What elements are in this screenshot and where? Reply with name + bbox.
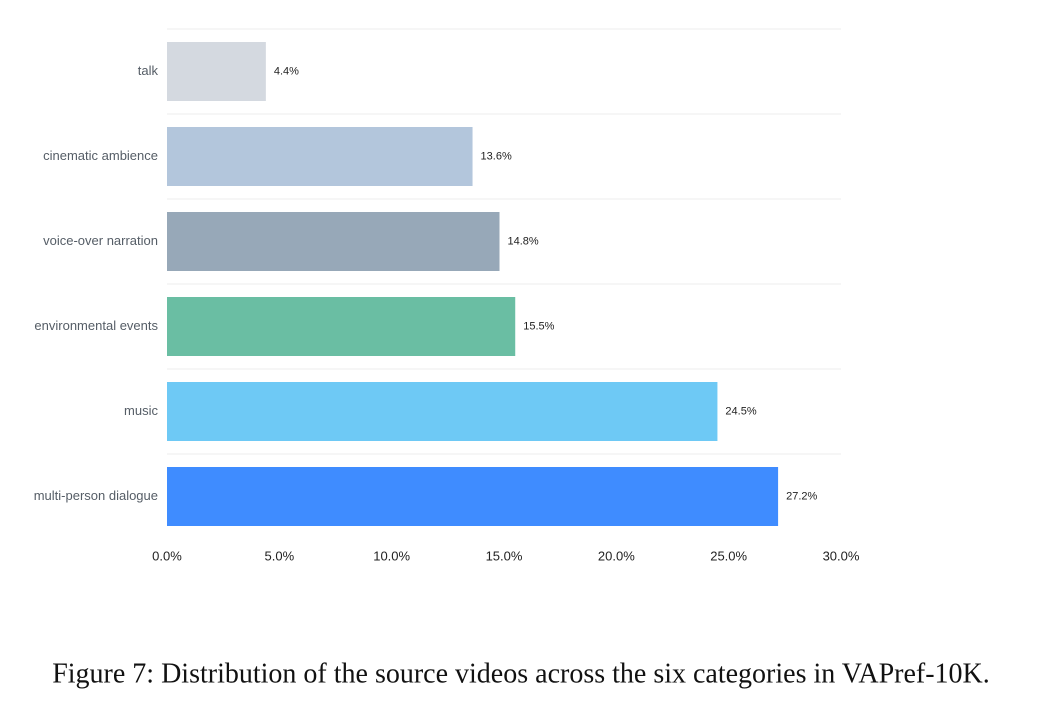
x-tick-label: 25.0% — [710, 548, 747, 563]
bar — [167, 297, 516, 356]
x-tick-label: 15.0% — [486, 548, 523, 563]
x-tick-label: 10.0% — [373, 548, 410, 563]
bar — [167, 127, 473, 186]
x-tick-label: 0.0% — [152, 548, 182, 563]
figure-caption: Figure 7: Distribution of the source vid… — [52, 658, 990, 689]
bar — [167, 212, 500, 271]
value-label: 14.8% — [508, 235, 539, 247]
category-label: talk — [138, 63, 159, 78]
category-label: music — [124, 403, 158, 418]
category-label: voice-over narration — [43, 233, 158, 248]
x-tick-label: 30.0% — [823, 548, 860, 563]
category-label: cinematic ambience — [43, 148, 158, 163]
bar — [167, 42, 266, 101]
bar — [167, 382, 718, 441]
category-label: environmental events — [34, 318, 158, 333]
value-label: 24.5% — [725, 405, 756, 417]
bar — [167, 467, 779, 526]
value-label: 15.5% — [523, 320, 554, 332]
value-label: 4.4% — [274, 65, 299, 77]
value-label: 27.2% — [786, 490, 817, 502]
category-label: multi-person dialogue — [34, 488, 158, 503]
x-tick-label: 20.0% — [598, 548, 635, 563]
x-tick-label: 5.0% — [265, 548, 295, 563]
value-label: 13.6% — [481, 150, 512, 162]
